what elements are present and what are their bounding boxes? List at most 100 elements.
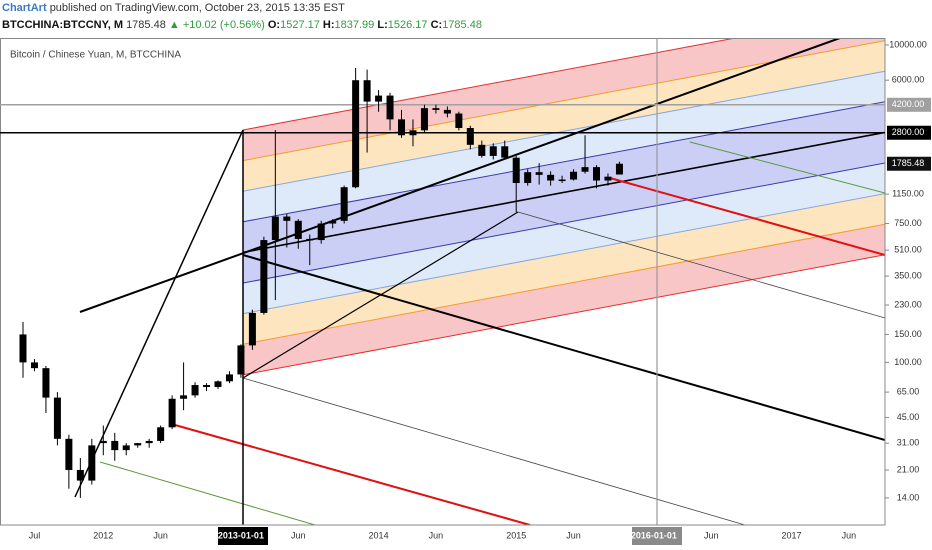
- fork-band: [243, 163, 885, 314]
- fork-edge: [242, 162, 885, 284]
- candle-body: [53, 397, 61, 439]
- candle-body: [604, 176, 612, 181]
- candle-body: [443, 109, 451, 114]
- candle-body: [88, 445, 96, 481]
- candle-body: [432, 108, 440, 110]
- candle-body: [501, 146, 509, 158]
- candle-body: [593, 167, 600, 181]
- x-tick-label: Jun: [429, 530, 444, 540]
- header: ChartArt published on TradingView.com, O…: [2, 0, 482, 34]
- candle-body: [420, 108, 428, 131]
- candle-body: [409, 130, 417, 136]
- fork-band: [243, 224, 885, 375]
- candle-body: [489, 146, 497, 156]
- date-marker: [218, 527, 268, 545]
- ohlc-value: 1785.48: [442, 19, 482, 31]
- candle-body: [294, 220, 302, 239]
- candle-body: [283, 216, 291, 221]
- candle-body: [111, 440, 119, 451]
- fork-band: [243, 132, 885, 283]
- x-tick-label: Jun: [153, 530, 168, 540]
- candle-body: [547, 174, 555, 181]
- ohlc-value: 1527.17: [280, 19, 320, 31]
- last-price-box: [887, 156, 931, 171]
- candle-body: [214, 381, 222, 387]
- author[interactable]: ChartArt: [2, 2, 47, 14]
- change-value: +10.02 (+0.56%): [182, 19, 265, 31]
- x-tick-label: 2014: [369, 530, 389, 540]
- candle-body: [237, 345, 245, 375]
- x-tick-label: 2015: [506, 530, 526, 540]
- candle-body: [145, 440, 153, 444]
- x-tick-label: 2013-01-01: [218, 530, 264, 540]
- ohlc-key: L:: [377, 19, 388, 31]
- candle-body: [122, 445, 130, 451]
- ohlc-value: 1526.17: [387, 19, 428, 31]
- y-tick-label: 750.00: [894, 218, 922, 228]
- green-line: [99, 461, 316, 525]
- y-tick-label: 10000.00: [889, 39, 927, 49]
- candle-body: [42, 368, 50, 398]
- candle-body: [134, 443, 142, 446]
- date-marker: [632, 527, 682, 545]
- candle-body: [466, 127, 474, 145]
- y-tick-label: 45.00: [897, 412, 920, 422]
- candle-body: [76, 469, 84, 481]
- ohlc-value: 1837.99: [334, 19, 375, 31]
- drawings: [242, 38, 885, 376]
- chart-title: Bitcoin / Chinese Yuan, M, BTCCHINA: [10, 50, 181, 61]
- y-tick-label: 350.00: [894, 270, 922, 280]
- price: 1785.48: [126, 19, 166, 31]
- x-tick-label: Jul: [29, 530, 41, 540]
- candle-body: [180, 395, 188, 399]
- ohlc: O:1527.17 H:1837.99 L:1526.17 C:1785.48: [265, 19, 482, 31]
- fork-line: [517, 211, 885, 319]
- change: ▲ +10.02 (+0.56%): [169, 19, 265, 31]
- fork-edge: [242, 38, 738, 131]
- fork-edge: [242, 70, 885, 192]
- candle-body: [398, 119, 406, 136]
- ohlc-key: H:: [322, 19, 335, 31]
- fork-edge: [242, 254, 885, 376]
- candle-body: [363, 80, 371, 102]
- candle-body: [317, 223, 325, 241]
- red-line: [174, 424, 531, 525]
- fork-band: [243, 71, 885, 222]
- y-tick-label: 14.00: [897, 492, 920, 502]
- y-tick-label: 230.00: [894, 299, 922, 309]
- y-tick-label: 150.00: [894, 329, 922, 339]
- fork-edge: [242, 101, 885, 223]
- candle-body: [558, 179, 566, 182]
- price-label: 2800.00: [892, 127, 925, 137]
- price-label-box: [887, 125, 931, 140]
- candle-body: [535, 172, 543, 175]
- symbol-line: BTCCHINA:BTCCNY, M 1785.48 ▲ +10.02 (+0.…: [2, 17, 482, 34]
- candle-body: [570, 171, 578, 180]
- plot-frame: [0, 38, 886, 526]
- candle-body: [386, 95, 394, 120]
- candle-body: [30, 362, 38, 369]
- candle-body: [478, 144, 486, 156]
- candle-body: [329, 220, 337, 224]
- candle-body: [524, 172, 532, 184]
- last-price-label: 1785.48: [892, 158, 925, 168]
- fork-band: [243, 40, 885, 192]
- y-tick-label: 31.00: [897, 437, 920, 447]
- y-tick-label: 100.00: [894, 357, 922, 367]
- price-label: 4200.00: [892, 99, 925, 109]
- y-tick-label: 6000.00: [892, 75, 925, 85]
- y-tick-label: 510.00: [894, 244, 922, 254]
- candle-body: [248, 312, 256, 346]
- candle-body: [99, 440, 107, 444]
- candle-body: [157, 427, 165, 441]
- fork-band: [243, 193, 885, 345]
- drawing-lines: [74, 38, 885, 525]
- x-tick-label: Jun: [842, 530, 857, 540]
- green-line: [689, 141, 885, 194]
- candle-body: [512, 157, 520, 184]
- fork-line: [242, 211, 519, 379]
- fork-edge: [242, 223, 885, 345]
- candle-body: [306, 238, 314, 241]
